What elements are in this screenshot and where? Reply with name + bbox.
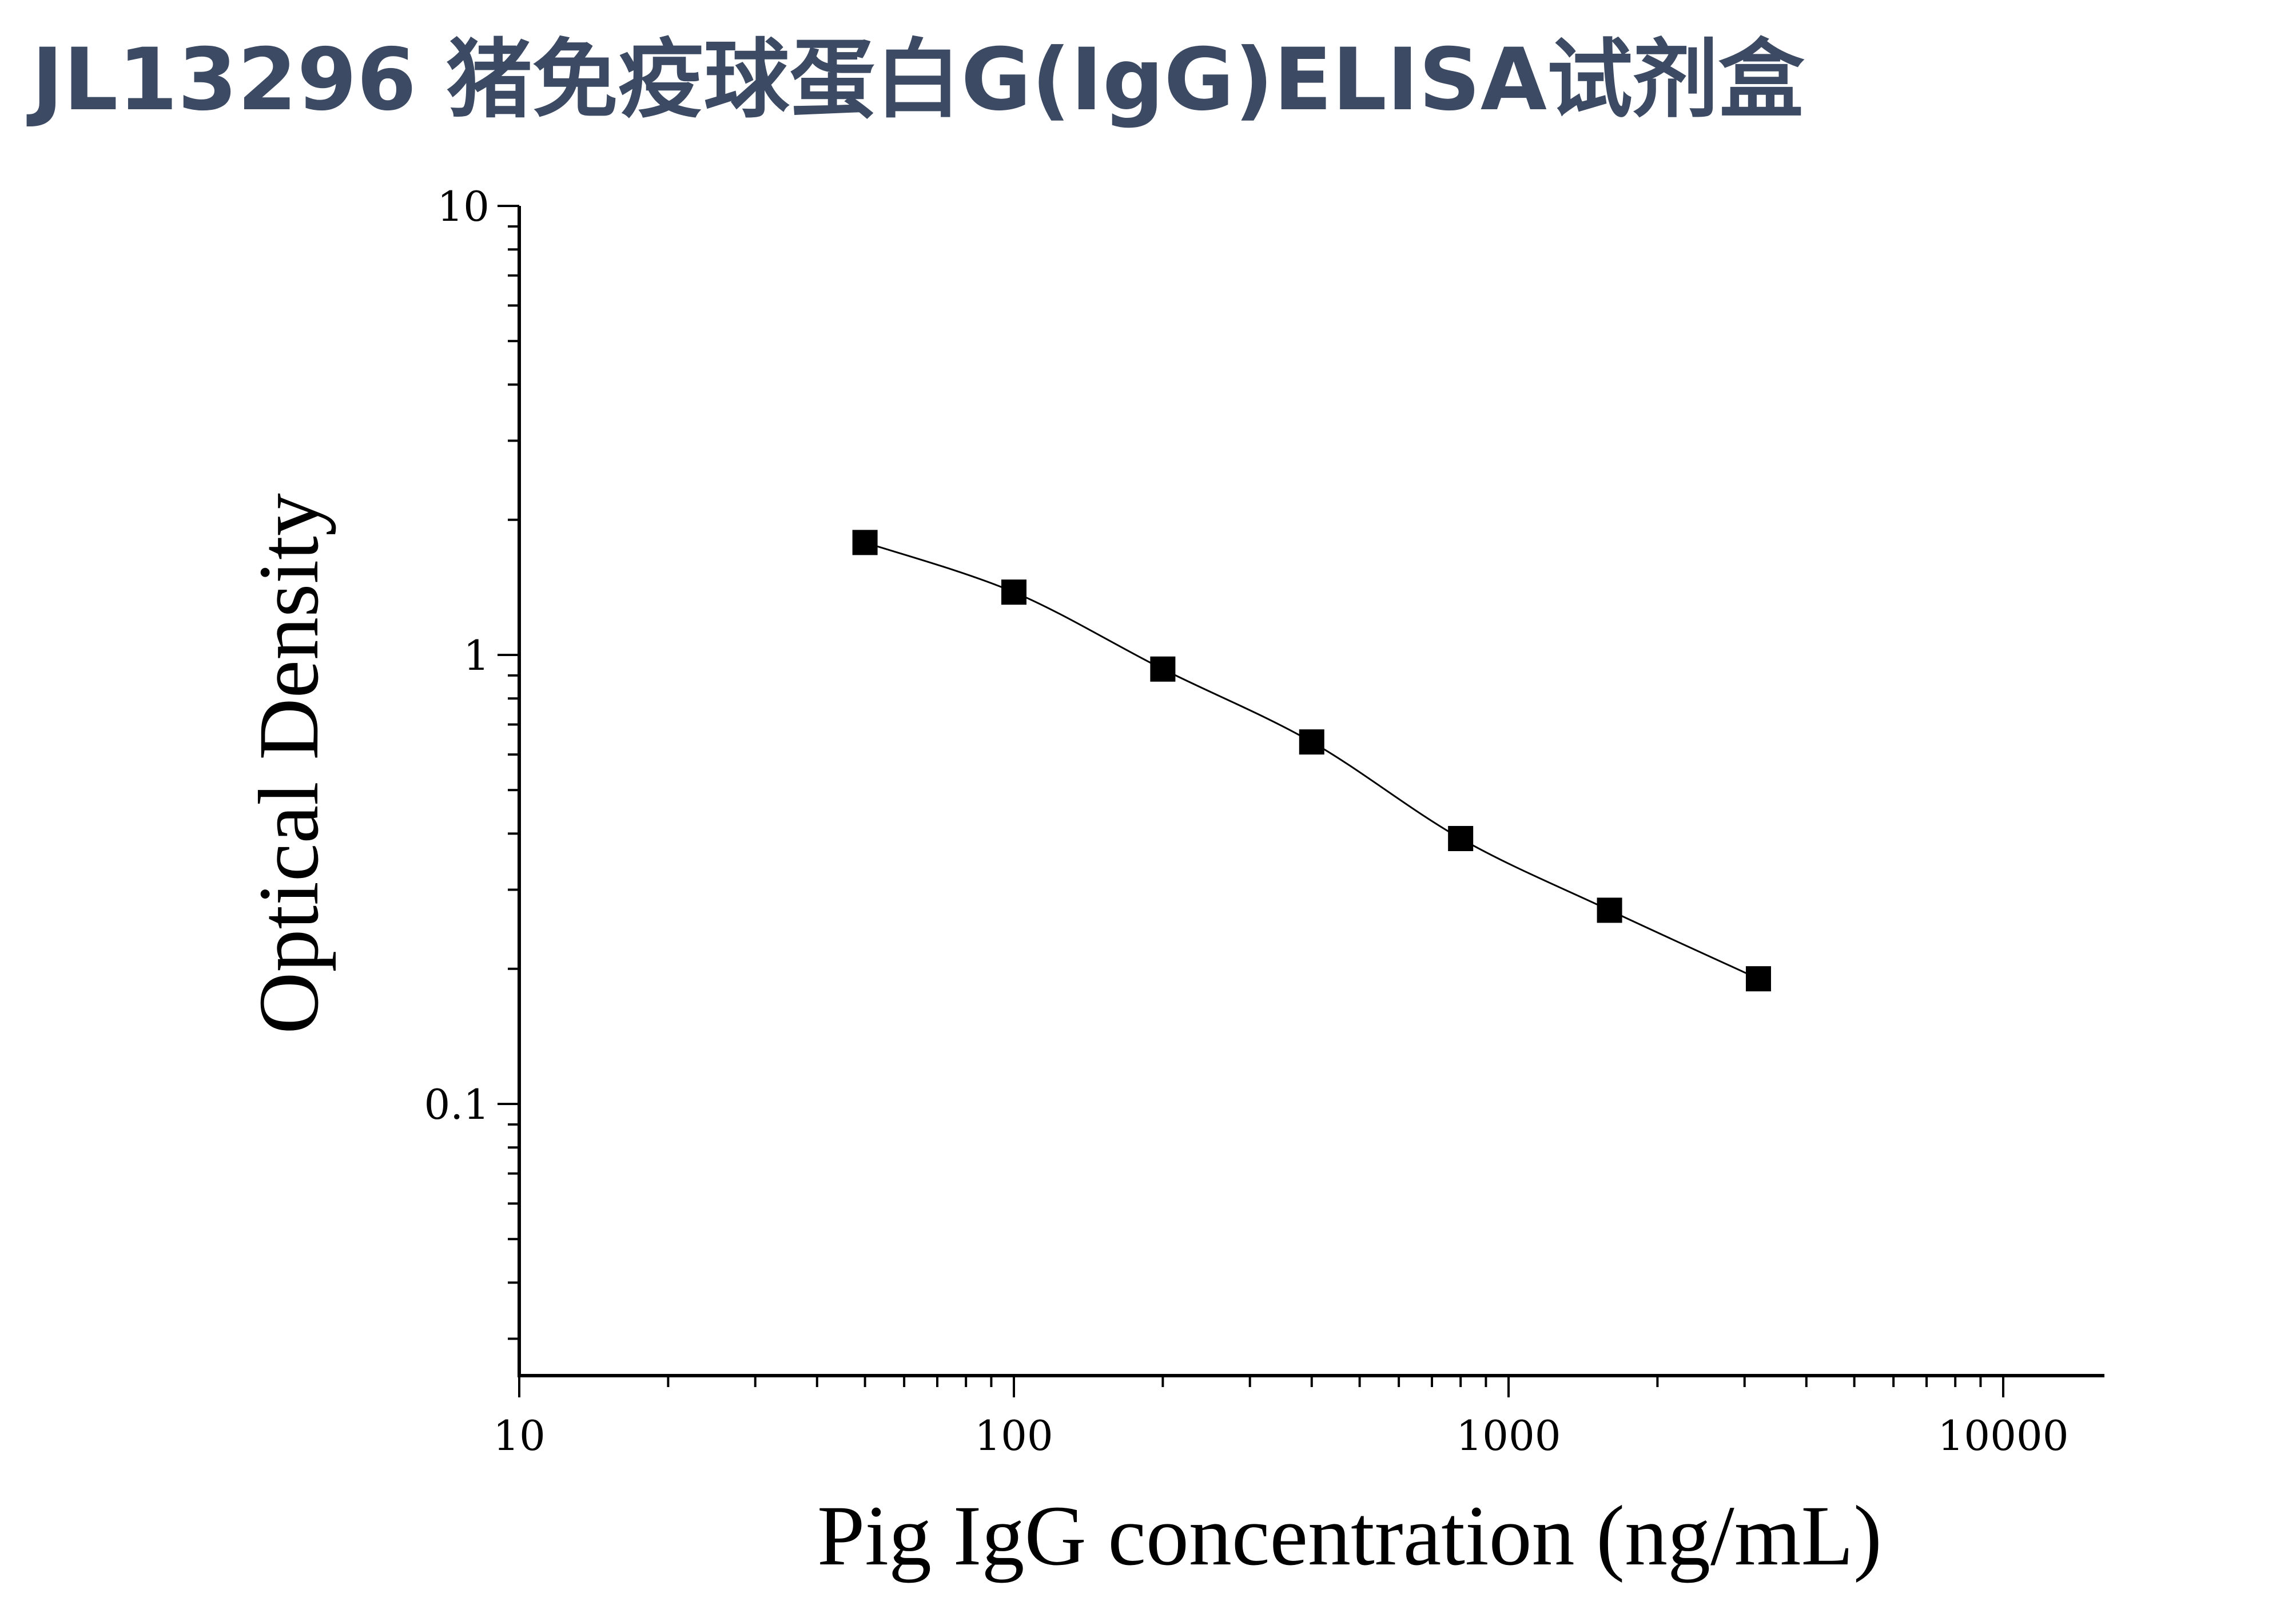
data-point: [1150, 656, 1176, 682]
page-title: JL13296 猪免疫球蛋白G(IgG)ELISA试剂盒: [31, 30, 1804, 130]
data-point: [1448, 826, 1474, 852]
x-tick-label: 10000: [1937, 1412, 2068, 1460]
x-axis-title: Pig IgG concentration (ng/mL): [817, 1488, 1882, 1583]
x-tick-label: 10: [493, 1412, 546, 1460]
data-point: [1745, 966, 1771, 992]
data-point: [1597, 897, 1622, 923]
y-tick-label: 10: [437, 182, 490, 231]
y-tick-label: 1: [463, 631, 490, 680]
axes: [518, 206, 2104, 1377]
data-point: [1299, 729, 1324, 755]
data-point: [1001, 579, 1026, 605]
tick-labels: 10 100 1000 10000 0.1 1 10: [424, 182, 2068, 1460]
ticks: [498, 205, 2004, 1397]
y-tick-label: 0.1: [424, 1080, 490, 1129]
data-point: [852, 530, 878, 555]
x-tick-label: 1000: [1456, 1412, 1561, 1460]
y-axis-title: Optical Density: [241, 493, 336, 1034]
fit-curve: [865, 541, 1759, 980]
x-tick-label: 100: [974, 1412, 1053, 1460]
data-points: [852, 530, 1771, 992]
